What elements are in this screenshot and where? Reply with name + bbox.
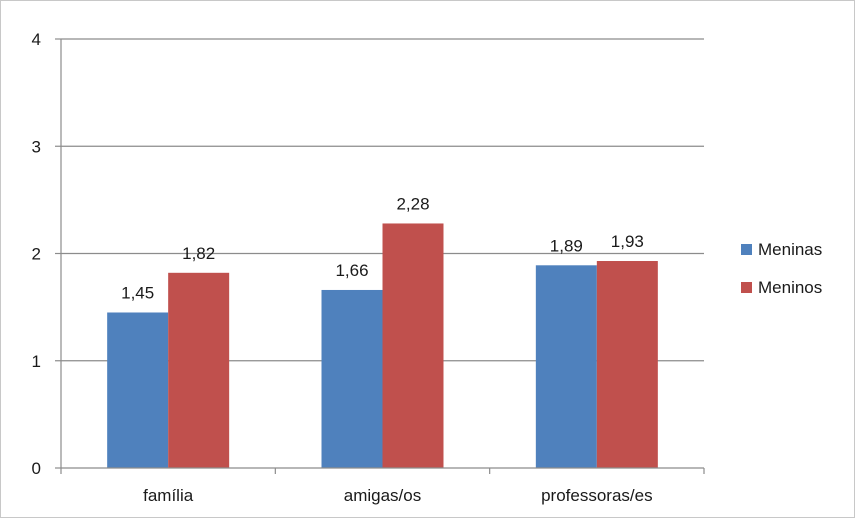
legend: Meninas Meninos [741,240,822,297]
data-label: 1,45 [121,283,154,302]
legend-label-meninas: Meninas [758,240,822,259]
bar-meninos-2 [382,223,444,468]
x-category-label: amigas/os [344,486,421,505]
y-tick-label: 4 [32,30,41,49]
data-label: 2,28 [396,194,429,213]
data-label: 1,89 [550,236,583,255]
legend-swatch-meninas [741,244,752,255]
x-category-label: professoras/es [541,486,653,505]
legend-label-meninos: Meninos [758,278,822,297]
legend-swatch-meninos [741,282,752,293]
y-tick-label: 2 [32,245,41,264]
y-tick-label: 1 [32,352,41,371]
y-tick-label: 0 [32,459,41,478]
axes: 0 1 2 3 4 família amigas/os professoras/es [32,30,705,505]
y-tick-label: 3 [32,137,41,156]
x-category-label: família [143,486,194,505]
bar-meninos-3 [596,261,658,468]
bar-meninas-3 [535,265,597,468]
data-label: 1,82 [182,244,215,263]
bars [107,223,658,468]
bar-meninos-1 [168,272,230,468]
bar-meninas-1 [107,312,169,468]
bar-meninas-2 [321,289,383,468]
data-label: 1,66 [335,261,368,280]
data-labels: 1,45 1,82 1,66 2,28 1,89 1,93 [121,194,644,302]
data-label: 1,93 [611,232,644,251]
